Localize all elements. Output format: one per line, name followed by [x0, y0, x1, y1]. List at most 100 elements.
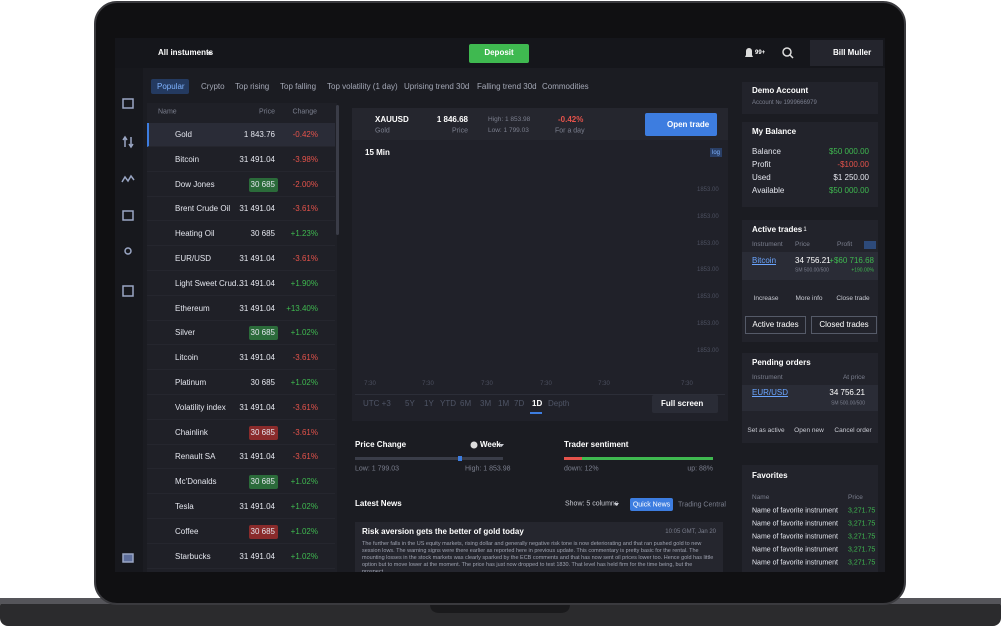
instrument-name[interactable]: EUR/USD [175, 254, 212, 263]
instrument-row[interactable] [147, 495, 335, 519]
tab-button-label[interactable]: Closed trades [819, 320, 869, 329]
instrument-menu[interactable]: All instuments [158, 48, 214, 57]
log-label[interactable]: log [711, 149, 721, 156]
instrument-row[interactable] [147, 421, 335, 445]
tab[interactable]: Popular [157, 81, 185, 91]
instrument-row[interactable] [147, 148, 335, 172]
trade-instrument[interactable]: Bitcoin [752, 256, 777, 265]
open-trade-label[interactable]: Open trade [667, 119, 710, 129]
instrument-name[interactable]: Silver [175, 328, 196, 338]
section-title[interactable]: Pending orders [752, 358, 811, 367]
instrument-name[interactable]: Bitcoin [175, 154, 200, 164]
instrument-name[interactable]: Coffee [175, 526, 199, 536]
instrument-row[interactable] [147, 371, 335, 395]
interval[interactable]: 15 Min [365, 148, 390, 157]
instrument-name[interactable]: Gold [175, 130, 192, 139]
instrument-name[interactable]: Litcoin [175, 353, 199, 363]
deposit-label[interactable]: Deposit [484, 48, 514, 57]
view-toggle[interactable] [864, 241, 876, 249]
instrument-row[interactable] [147, 470, 335, 495]
tab-button-label[interactable]: Active trades [752, 320, 799, 329]
instrument-row[interactable] [147, 396, 335, 420]
instrument-name[interactable]: Volatility index [175, 402, 226, 412]
section-title[interactable]: Favorites [752, 471, 788, 480]
user-name[interactable]: Bill Muller [833, 48, 872, 57]
tab[interactable]: Falling trend 30d [477, 81, 537, 91]
section-title[interactable]: Active trades [752, 225, 803, 234]
action-button[interactable]: Set as active [747, 426, 785, 434]
open-trade-button[interactable] [645, 113, 717, 136]
tab-button[interactable] [811, 316, 877, 334]
action-button[interactable]: Close trade [836, 294, 870, 302]
instrument-name[interactable]: Heating Oil [175, 229, 215, 239]
favorite-name[interactable]: Name of favorite instrument [752, 546, 838, 554]
action-button[interactable]: Open new [794, 426, 824, 434]
range-button[interactable]: Depth [548, 399, 570, 408]
tab[interactable]: Top rising [235, 81, 270, 91]
instrument-row[interactable] [147, 545, 335, 569]
user-menu[interactable] [810, 40, 883, 66]
favorite-name[interactable]: Name of favorite instrument [752, 507, 838, 515]
tab[interactable]: Crypto [201, 81, 225, 91]
order-instrument[interactable]: EUR/USD [752, 388, 789, 397]
tab[interactable]: Uprising trend 30d [404, 81, 470, 91]
account-name[interactable]: Demo Account [752, 86, 809, 95]
deposit-button[interactable] [469, 44, 529, 63]
range-button[interactable]: 7D [514, 399, 525, 408]
news-card[interactable] [355, 522, 723, 572]
range-button[interactable]: 3M [480, 399, 492, 408]
favorite-name[interactable]: Name of favorite instrument [752, 520, 838, 528]
tab[interactable]: Top volatility (1 day) [327, 81, 398, 91]
instrument-name[interactable]: Ethereum [175, 303, 210, 313]
full-screen-label[interactable]: Full screen [661, 399, 704, 408]
tab-active[interactable] [151, 79, 189, 94]
favorite-name[interactable]: Name of favorite instrument [752, 559, 838, 567]
instrument-name[interactable]: Renault SA [175, 452, 216, 462]
instrument-row[interactable] [147, 173, 335, 197]
instrument-row[interactable] [147, 222, 335, 247]
tab[interactable]: Top falling [280, 81, 317, 91]
instrument-row[interactable] [147, 346, 335, 371]
column-header: Change [292, 108, 317, 116]
instrument-name[interactable]: Dow Jones [175, 179, 215, 189]
instrument-row[interactable] [147, 247, 335, 271]
news-tab[interactable]: Quick News [632, 501, 671, 508]
instrument-name[interactable]: Chainlink [175, 427, 208, 437]
tab-button[interactable] [745, 316, 806, 334]
favorite-name[interactable]: Name of favorite instrument [752, 533, 838, 541]
instrument-row[interactable] [147, 445, 335, 470]
range-button[interactable]: 5Y [405, 399, 415, 408]
period[interactable]: Week [480, 440, 501, 449]
instrument-name[interactable]: Platinum [175, 378, 207, 387]
account-card[interactable] [742, 82, 878, 114]
range-button[interactable]: 1M [498, 399, 510, 408]
range-button[interactable]: YTD [440, 399, 456, 408]
order-row[interactable] [742, 385, 878, 411]
instrument-row[interactable] [147, 123, 335, 147]
column-select[interactable]: Show: 5 columns [565, 500, 619, 508]
symbol[interactable]: XAUUSD [375, 115, 409, 124]
action-button[interactable]: More info [795, 294, 823, 302]
section-title[interactable]: My Balance [752, 127, 797, 136]
trade-row[interactable] [742, 252, 878, 280]
instrument-name[interactable]: Light Sweet Crud... [175, 278, 244, 288]
instrument-name[interactable]: Tesla [175, 502, 194, 511]
range-button[interactable]: 6M [460, 399, 472, 408]
instrument-row[interactable] [147, 197, 335, 222]
instrument-row[interactable] [147, 297, 335, 321]
full-screen-button[interactable] [652, 395, 718, 413]
news-tab[interactable]: Trading Central [678, 501, 726, 508]
instrument-row[interactable] [147, 321, 335, 346]
tab[interactable]: Commodities [542, 81, 589, 91]
range-button[interactable]: 1D [532, 399, 543, 408]
action-button[interactable]: Increase [753, 294, 779, 302]
range-button[interactable]: 1Y [424, 399, 434, 408]
instrument-row[interactable] [147, 272, 335, 296]
log-toggle[interactable] [710, 148, 722, 157]
instrument-row[interactable] [147, 520, 335, 544]
instrument-name[interactable]: Brent Crude Oil [175, 204, 231, 214]
action-button[interactable]: Cancel order [834, 426, 872, 434]
news-tab-active[interactable] [630, 498, 673, 511]
instrument-name[interactable]: Starbucks [175, 551, 211, 561]
instrument-name[interactable]: Mc'Donalds [175, 477, 217, 487]
